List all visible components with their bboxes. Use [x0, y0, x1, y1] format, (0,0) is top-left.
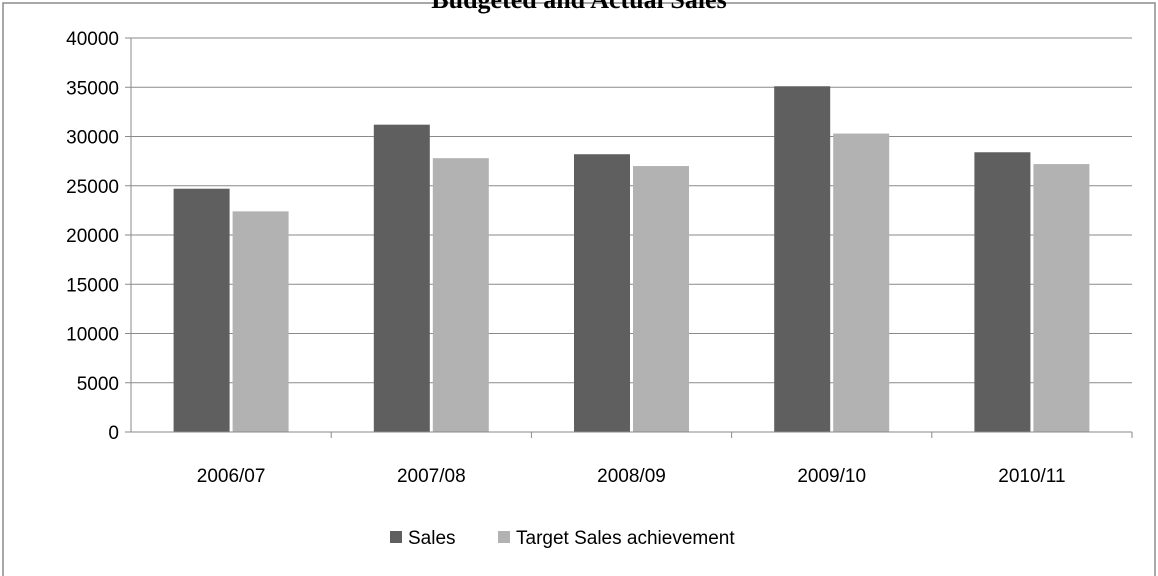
bar-target-sales-achievement [432, 158, 489, 433]
bar-target-sales-achievement [1033, 164, 1090, 432]
legend-swatch [390, 531, 402, 543]
y-tick-label: 30000 [66, 128, 119, 149]
y-tick-label: 15000 [66, 275, 119, 296]
y-tick-label: 5000 [77, 374, 119, 395]
y-tick-label: 25000 [66, 177, 119, 198]
y-tick-label: 10000 [66, 325, 119, 346]
x-tick-label: 2006/07 [197, 466, 266, 487]
x-tick-label: 2008/09 [597, 466, 666, 487]
axes: 0 5000 10000 15000 20000 25000 30000 35000 40000… [66, 29, 1133, 487]
bar-sales [173, 188, 230, 432]
bar-sales [373, 124, 430, 433]
y-tick-label: 0 [108, 423, 119, 444]
bar-sales [974, 152, 1031, 432]
x-tick-label: 2009/10 [797, 466, 866, 487]
bar-target-sales-achievement [833, 133, 890, 433]
y-tick-label: 35000 [66, 78, 119, 99]
y-tick-label: 40000 [66, 29, 119, 50]
legend: Sales Target Sales achievement [390, 528, 735, 549]
bar-sales [574, 154, 630, 433]
bar-target-sales-achievement [232, 211, 289, 432]
x-tick-label: 2007/08 [397, 466, 466, 487]
y-tick-label: 20000 [66, 226, 119, 247]
chart-title: Budgeted and Actual Sales [431, 0, 726, 14]
bar-target-sales-achievement [633, 166, 689, 433]
legend-label: Target Sales achievement [516, 528, 735, 549]
gridlines [131, 37, 1132, 384]
bars [173, 86, 1090, 433]
legend-label: Sales [408, 528, 456, 549]
bar-sales [774, 86, 831, 432]
legend-swatch [498, 531, 510, 543]
x-tick-label: 2010/11 [998, 466, 1065, 487]
